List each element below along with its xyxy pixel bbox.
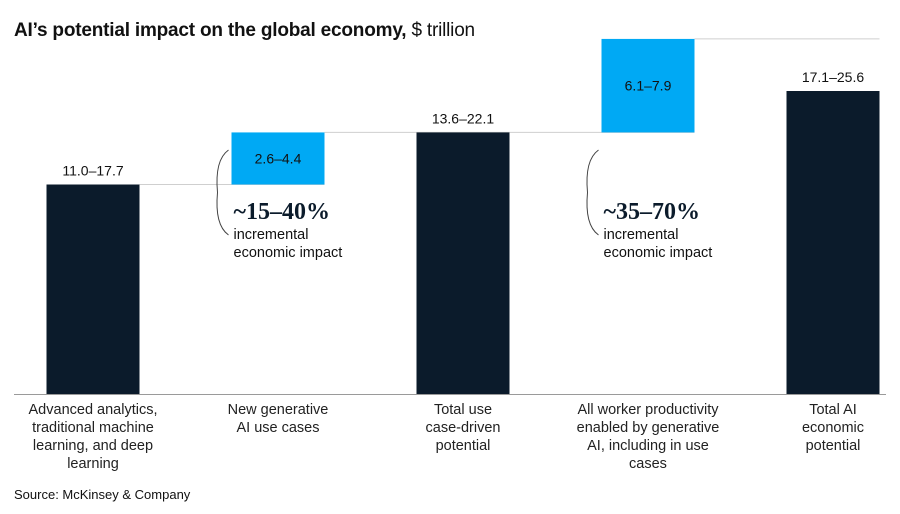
category-label-line: All worker productivity	[577, 402, 719, 418]
chart-title: AI’s potential impact on the global econ…	[14, 20, 475, 42]
category-label-line: cases	[629, 456, 667, 472]
value-label: 17.1–25.6	[802, 69, 864, 85]
value-label: 6.1–7.9	[625, 78, 672, 94]
annotation-brace	[216, 149, 229, 236]
annotation-brace	[586, 149, 599, 236]
category-label-line: traditional machine	[32, 420, 154, 436]
category-label-line: Total AI	[809, 402, 857, 418]
category-label-line: potential	[435, 438, 491, 454]
category-label-line: learning, and deep	[32, 438, 154, 454]
category-label-line: AI use cases	[236, 420, 320, 436]
impact-description: incremental	[234, 227, 309, 243]
category-label-line: case-driven	[425, 420, 501, 436]
category-label-line: economic	[801, 420, 865, 436]
category-label-line: New generative	[227, 402, 329, 418]
value-label: 13.6–22.1	[432, 110, 494, 126]
chart-title-unit: $ trillion	[411, 20, 475, 41]
category-label-line: AI, including in use	[587, 438, 709, 454]
category-label-line: Advanced analytics,	[28, 402, 158, 418]
increment-bar	[231, 132, 325, 185]
total-bar	[786, 91, 880, 394]
category-label: New generative AI use cases	[203, 401, 353, 437]
category-label-line: learning	[67, 456, 119, 472]
category-label-line: Total use	[433, 402, 493, 418]
value-label: 11.0–17.7	[62, 163, 123, 179]
total-bar	[416, 132, 510, 394]
value-label: 2.6–4.4	[255, 150, 302, 166]
impact-description: incremental	[604, 227, 679, 243]
impact-description: economic impact	[234, 245, 343, 261]
impact-description: economic impact	[604, 245, 713, 261]
category-label: All worker productivity enabled by genera…	[573, 401, 723, 473]
category-label-line: enabled by generative	[576, 420, 720, 436]
category-label: Advanced analytics, traditional machine le…	[18, 401, 168, 473]
increment-bar	[601, 38, 695, 133]
impact-percentage: ~35–70%	[604, 199, 700, 225]
source-note: Source: McKinsey & Company	[14, 487, 191, 502]
category-label: Total AI economic potential	[758, 401, 900, 455]
category-label-line: potential	[805, 438, 861, 454]
impact-percentage: ~15–40%	[234, 199, 330, 225]
category-label: Total use case-driven potential	[388, 401, 538, 455]
total-bar	[46, 184, 140, 394]
chart-title-main: AI’s potential impact on the global econ…	[14, 20, 407, 41]
